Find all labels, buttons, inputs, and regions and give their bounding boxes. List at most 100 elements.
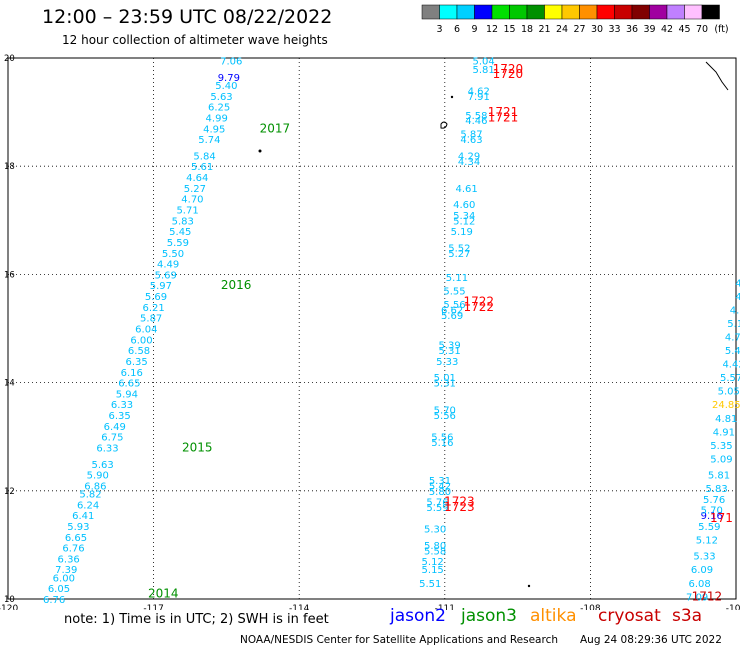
color-scale-label: 9 [471, 24, 477, 35]
wave-height-value: 5.45 [169, 227, 191, 238]
generation-timestamp: Aug 24 08:29:36 UTC 2022 [580, 634, 722, 646]
y-tick-label: 10 [4, 595, 15, 605]
wave-height-value: 6.86 [84, 481, 106, 492]
wave-height-value: 4.64 [186, 173, 208, 184]
wave-height-value: 6.65 [118, 379, 140, 390]
wave-height-value: 5.19 [451, 227, 473, 238]
wave-height-value: 4.61 [456, 184, 478, 195]
color-scale-label: 70 [696, 24, 708, 35]
wave-height-value: 5.58 [465, 111, 487, 122]
wave-height-value: 6.25 [208, 103, 230, 114]
time-label: 2014 [148, 587, 179, 601]
x-tick-label: -120 [0, 604, 18, 610]
wave-height-value: 5.82 [79, 490, 101, 501]
wave-height-value: 9.16 [701, 511, 723, 522]
wave-height-value: 5.80 [429, 487, 451, 498]
wave-height-value: 5.94 [116, 389, 138, 400]
wave-height-value: 5.15 [727, 319, 740, 330]
wave-height-value: 5.31 [429, 476, 451, 487]
satellite-label-jason2: jason2 [390, 606, 446, 626]
color-scale-legend: 3 6 9 12 15 18 21 24 27 30 33 36 39 42 45 70 (ft) [421, 4, 729, 35]
wave-height-value: 6.05 [48, 584, 70, 595]
y-tick-label: 20 [4, 54, 15, 64]
wave-height-value: 5.15 [422, 565, 444, 576]
wave-height-value: 5.12 [422, 557, 444, 568]
credit-line: NOAA/NESDIS Center for Satellite Applica… [240, 634, 558, 646]
satellite-label-s3a: s3a [672, 606, 703, 626]
wave-height-value: 6.58 [128, 346, 150, 357]
wave-height-value: 5.97 [150, 281, 172, 292]
wave-height-value: 4.5 [735, 292, 740, 303]
wave-height-value: 5.55 [443, 287, 465, 298]
wave-height-value: 4.81 [715, 414, 737, 425]
wave-height-value: 5.40 [725, 346, 740, 357]
color-scale-label: 42 [661, 24, 673, 35]
color-scale-label: 15 [503, 24, 515, 35]
wave-height-value: 4.70 [725, 333, 740, 344]
wave-height-value: 5.42 [429, 481, 451, 492]
island-shape [258, 149, 262, 153]
x-tick-label: -111 [435, 604, 455, 610]
y-tick-label: 16 [4, 270, 15, 280]
wave-height-value: 6.08 [688, 579, 710, 590]
wave-height-value: 5.58 [424, 546, 446, 557]
wave-height-value: 5.33 [436, 357, 458, 368]
wave-height-value: 24.85 [712, 400, 740, 411]
wave-height-value: 4.62 [468, 86, 490, 97]
wave-height-value: 5.69 [145, 292, 167, 303]
wave-height-value: 5.12 [453, 216, 475, 227]
wave-height-value: 6.35 [108, 411, 130, 422]
wave-height-value: 5.40 [215, 81, 237, 92]
wave-height-value: 5.34 [453, 211, 475, 222]
wave-height-value: 5.90 [87, 471, 109, 482]
color-scale-unit: (ft) [714, 24, 728, 35]
wave-height-value: 5.05 [718, 387, 740, 398]
satellite-label-altika: altika [530, 606, 577, 626]
time-label: 2016 [221, 278, 252, 292]
color-scale-label: 21 [538, 24, 550, 35]
wave-height-value: 6.76 [43, 595, 65, 606]
wave-height-value: 5.59 [426, 503, 448, 514]
color-scale-label: 12 [486, 24, 498, 35]
wave-height-value: 5.87 [140, 314, 162, 325]
wave-height-value: 4.79 [730, 306, 740, 317]
wave-height-value: 5.81 [708, 471, 730, 482]
time-label: 1720 [493, 67, 524, 81]
wave-height-value: 5.59 [698, 522, 720, 533]
time-label: 2015 [182, 441, 213, 455]
wave-height-value: 5.63 [92, 460, 114, 471]
wave-height-value: 5.63 [210, 92, 232, 103]
time-label: 1720 [493, 62, 524, 76]
wave-height-value: 6.04 [135, 325, 157, 336]
wave-height-value: 5.50 [162, 249, 184, 260]
color-scale-label: 36 [626, 24, 638, 35]
wave-height-value: 7.06 [220, 57, 242, 68]
island-shape [450, 95, 454, 99]
wave-height-value: 5.31 [439, 346, 461, 357]
wave-height-value: 6.41 [72, 511, 94, 522]
wave-height-value: 4.91 [713, 427, 735, 438]
time-label: 1723 [444, 500, 475, 514]
wave-height-value: 5.69 [441, 311, 463, 322]
wave-height-value: 4.95 [203, 124, 225, 135]
wave-height-value: 5.71 [176, 205, 198, 216]
wave-height-value: 4.49 [157, 260, 179, 271]
wave-height-value: 5.81 [472, 65, 494, 76]
color-scale-label: 6 [454, 24, 460, 35]
wave-height-value: 6.75 [101, 433, 123, 444]
wave-height-value: 6.65 [65, 533, 87, 544]
wave-height-value: 6.09 [691, 565, 713, 576]
wave-height-plot: -120 -117 -114 -111 -108 -105 10 12 14 16 18 20 6.76… [0, 54, 740, 610]
wave-height-value: 5.59 [167, 238, 189, 249]
wave-height-value: 5.93 [67, 522, 89, 533]
wave-height-value: 5.74 [198, 135, 220, 146]
chart-title: 12:00 – 23:59 UTC 08/22/2022 [42, 6, 333, 28]
wave-height-value: 5.80 [424, 541, 446, 552]
wave-height-value: 5.61 [191, 162, 213, 173]
wave-height-value: 4.29 [458, 151, 480, 162]
wave-height-value: 7.09 [686, 592, 708, 603]
wave-height-value: 5.11 [446, 273, 468, 284]
wave-height-value: 5.27 [184, 184, 206, 195]
color-scale-label: 39 [643, 24, 655, 35]
time-label: 1721 [488, 105, 519, 119]
